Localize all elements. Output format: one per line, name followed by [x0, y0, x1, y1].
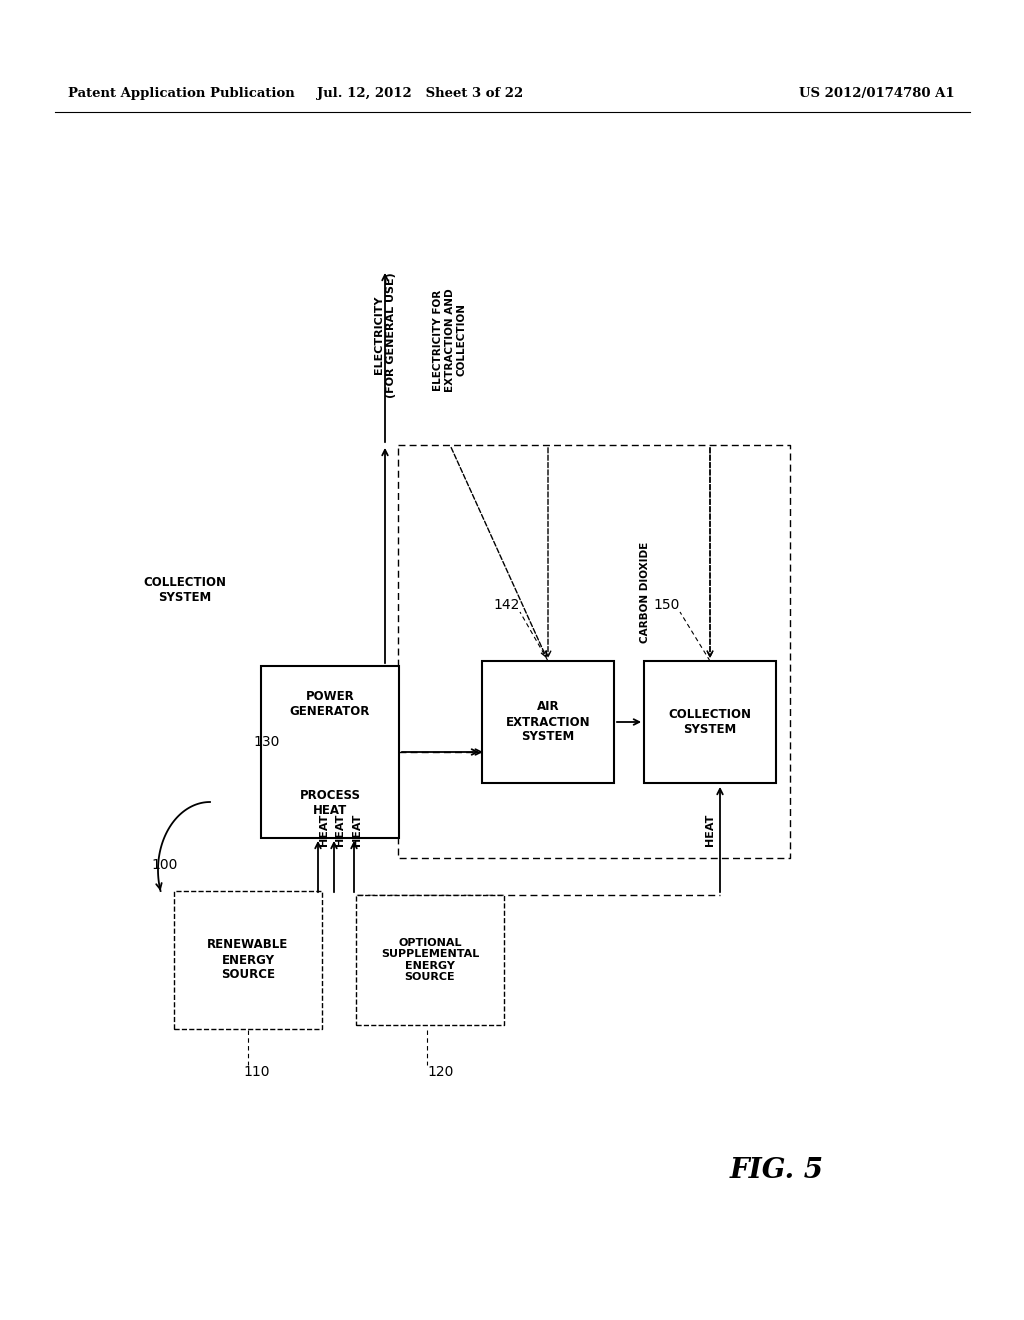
Text: POWER
GENERATOR: POWER GENERATOR — [290, 690, 371, 718]
Text: COLLECTION
SYSTEM: COLLECTION SYSTEM — [669, 708, 752, 737]
Bar — [261, 667, 399, 838]
Text: PROCESS
HEAT: PROCESS HEAT — [299, 789, 360, 817]
Text: Jul. 12, 2012   Sheet 3 of 22: Jul. 12, 2012 Sheet 3 of 22 — [316, 87, 523, 99]
Text: RENEWABLE
ENERGY
SOURCE: RENEWABLE ENERGY SOURCE — [208, 939, 289, 982]
Text: HEAT: HEAT — [352, 814, 362, 846]
Text: 142: 142 — [494, 598, 520, 612]
Text: HEAT: HEAT — [319, 814, 329, 846]
Text: ELECTRICITY FOR
EXTRACTION AND
COLLECTION: ELECTRICITY FOR EXTRACTION AND COLLECTIO… — [433, 288, 467, 392]
Bar — [482, 661, 614, 783]
Text: FIG. 5: FIG. 5 — [730, 1156, 824, 1184]
Text: Patent Application Publication: Patent Application Publication — [68, 87, 295, 99]
Bar — [174, 891, 322, 1030]
Text: 120: 120 — [427, 1065, 454, 1078]
Text: OPTIONAL
SUPPLEMENTAL
ENERGY
SOURCE: OPTIONAL SUPPLEMENTAL ENERGY SOURCE — [381, 937, 479, 982]
Text: 150: 150 — [653, 598, 680, 612]
Bar — [644, 661, 776, 783]
Text: COLLECTION
SYSTEM: COLLECTION SYSTEM — [143, 576, 226, 605]
Text: HEAT: HEAT — [705, 814, 715, 846]
Text: CARBON DIOXIDE: CARBON DIOXIDE — [640, 541, 650, 643]
Text: 110: 110 — [243, 1065, 269, 1078]
Bar — [356, 895, 504, 1026]
Text: 130: 130 — [254, 735, 280, 748]
Text: ELECTRICITY
(FOR GENERAL USE): ELECTRICITY (FOR GENERAL USE) — [374, 272, 396, 397]
Text: 100: 100 — [152, 858, 178, 873]
Text: AIR
EXTRACTION
SYSTEM: AIR EXTRACTION SYSTEM — [506, 701, 590, 743]
Text: HEAT: HEAT — [335, 814, 345, 846]
Text: US 2012/0174780 A1: US 2012/0174780 A1 — [800, 87, 955, 99]
